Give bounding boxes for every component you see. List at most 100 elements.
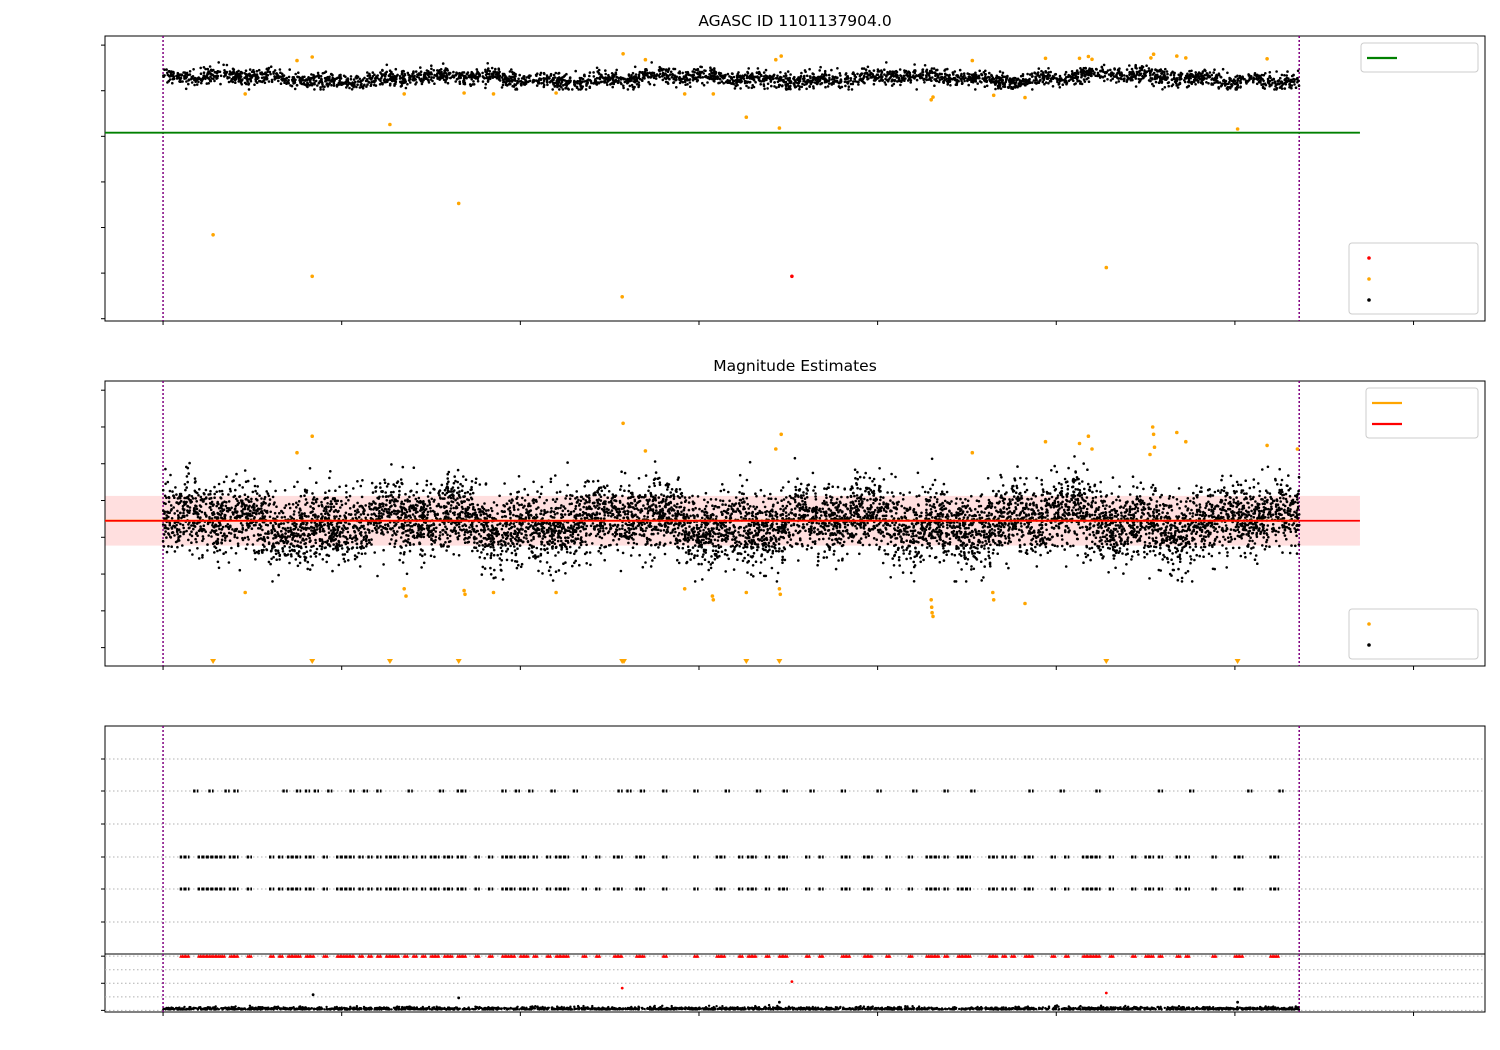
ok-point [942, 76, 946, 80]
ok-point [185, 71, 189, 75]
ok-point [1226, 554, 1229, 558]
ok-point [1147, 67, 1151, 70]
ok-point [1106, 78, 1109, 81]
ok-point [263, 76, 267, 79]
ok-point [754, 81, 757, 84]
ok-point [393, 503, 396, 506]
ok-point [979, 560, 983, 563]
ok-point [732, 79, 736, 83]
ok-point [248, 68, 252, 71]
ok-point [222, 75, 226, 78]
ok-point [1284, 77, 1287, 81]
highlighted-point [211, 233, 215, 237]
ok-point [1231, 83, 1234, 87]
ok-point [1293, 83, 1296, 86]
ok-point [1227, 82, 1230, 85]
ok-point [1019, 81, 1022, 85]
ok-point [849, 79, 852, 82]
ok-point [560, 86, 563, 89]
ok-point [1232, 80, 1236, 83]
ok-point [917, 541, 920, 544]
ok-point [550, 79, 554, 82]
ok-point [970, 80, 973, 84]
ok-point [512, 85, 516, 88]
ok-point [626, 88, 630, 91]
ok-point [319, 88, 322, 91]
ok-point [781, 84, 784, 87]
ok-point [998, 70, 1002, 73]
ok-point [1167, 84, 1170, 88]
ok-point [182, 526, 185, 530]
ok-point [1006, 542, 1010, 545]
ok-point [373, 79, 376, 83]
ok-point [1019, 74, 1023, 78]
ok-point [954, 78, 957, 82]
ok-point [1075, 75, 1079, 79]
ok-point [171, 81, 174, 85]
ok-point [604, 69, 607, 72]
ok-point [819, 65, 822, 69]
ok-point [689, 85, 692, 88]
ok-point [802, 79, 805, 83]
ok-point [542, 81, 545, 85]
ok-point [324, 491, 327, 495]
ok-point [713, 67, 716, 70]
ok-point [1271, 81, 1274, 85]
ok-point [208, 79, 212, 82]
ok-point [333, 79, 336, 83]
ok-point [783, 80, 786, 84]
ok-point [1061, 78, 1065, 82]
ok-point [963, 79, 966, 83]
ok-point [1261, 85, 1265, 89]
ok-point [455, 71, 458, 74]
ok-point [1236, 83, 1239, 86]
ok-point [592, 71, 595, 74]
ok-point [350, 88, 354, 91]
ok-point [698, 70, 701, 74]
ok-point [293, 87, 297, 91]
ok-point [458, 82, 462, 85]
ok-point [1101, 68, 1104, 71]
ok-point [789, 84, 792, 88]
ok-point [512, 73, 516, 76]
ok-point [834, 567, 838, 571]
ok-point [1102, 63, 1106, 67]
ok-point [1271, 513, 1275, 516]
ok-point [561, 88, 565, 91]
ok-point [837, 559, 840, 562]
ok-point [827, 82, 831, 85]
ok-point [1163, 72, 1166, 76]
ok-point [545, 561, 549, 564]
ok-point [983, 565, 986, 568]
ok-point [585, 84, 588, 87]
ok-point [695, 523, 699, 527]
ok-point [1170, 84, 1174, 88]
ok-point [1137, 77, 1141, 81]
ok-point [278, 68, 282, 71]
ok-point [305, 84, 309, 88]
ok-point [1152, 549, 1155, 553]
ok-point [1160, 72, 1164, 75]
ok-point [411, 75, 415, 79]
ok-point [1288, 86, 1291, 89]
ok-point [583, 485, 586, 488]
ok-point [1141, 511, 1144, 514]
ok-point [715, 515, 718, 518]
ok-point [378, 509, 381, 513]
ok-point [669, 70, 673, 74]
ok-point [702, 83, 706, 87]
ok-point [1226, 71, 1229, 75]
ok-point [649, 72, 653, 75]
ok-point [611, 85, 614, 89]
ok-point [193, 477, 197, 480]
ok-point [915, 78, 919, 82]
ok-point [1076, 72, 1080, 75]
ok-point [1187, 80, 1191, 84]
ok-point [1192, 497, 1195, 500]
ok-point [675, 78, 678, 81]
ok-point [572, 81, 576, 84]
ok-point [676, 502, 679, 506]
ok-point [521, 528, 524, 531]
ok-point [178, 80, 182, 83]
ok-point [1105, 504, 1108, 507]
